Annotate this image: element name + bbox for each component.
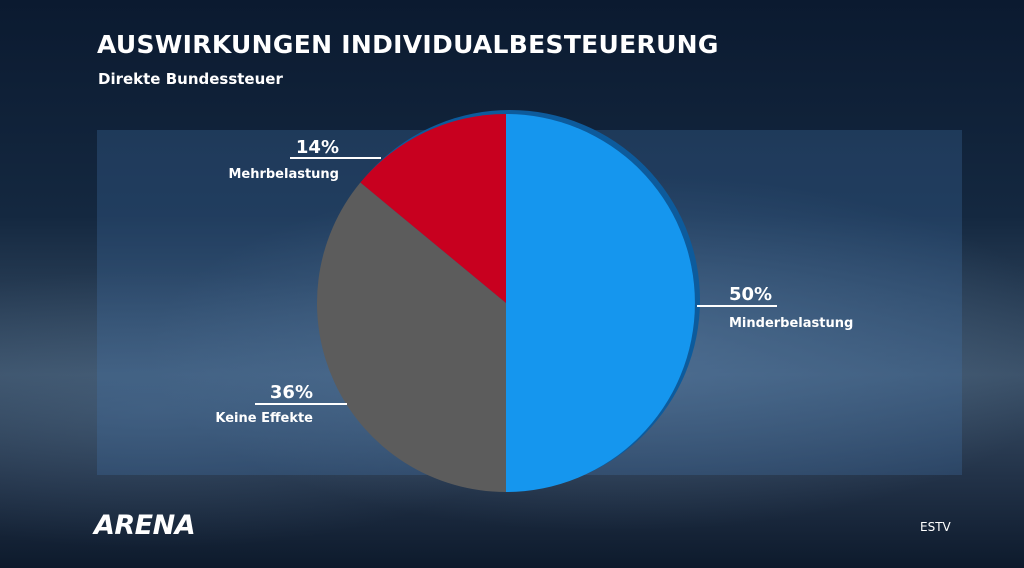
chart-subtitle: Direkte Bundessteuer [98,70,283,88]
pie-slice-mehrbelastung [360,114,506,303]
source-label: ESTV [920,520,951,534]
pie-slice-minderbelastung [506,114,695,492]
slice-category-label: Keine Effekte [215,411,313,426]
pie-slice-keine-effekte [316,182,506,492]
slice-category-label: Minderbelastung [729,316,853,331]
slice-category-label: Mehrbelastung [228,167,339,182]
arena-logo: ARENA [94,510,196,541]
slice-value-label: 14% [296,137,339,158]
chart-title: AUSWIRKUNGEN INDIVIDUALBESTEUERUNG [97,30,719,59]
pie-slices [316,110,700,492]
slice-value-label: 36% [270,382,313,403]
slice-value-label: 50% [729,284,772,305]
pie-labels: 50% Minderbelastung 36% Keine Effekte 14% Meh… [215,137,853,426]
